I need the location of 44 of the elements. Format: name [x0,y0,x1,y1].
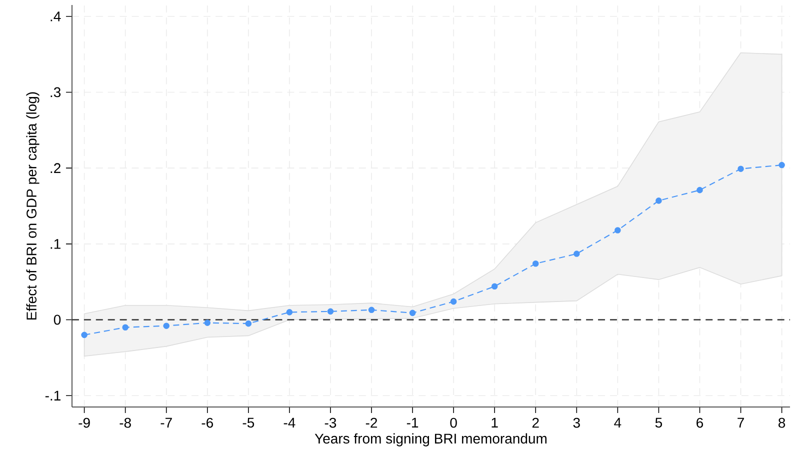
point [286,309,293,316]
point [204,320,211,326]
x-tick-label: 1 [492,418,498,428]
point [696,186,703,194]
x-tick-label: -5 [242,418,254,428]
x-tick-label: -6 [202,418,214,428]
x-tick-label: 3 [573,418,580,428]
point [656,198,662,204]
x-tick-label: -2 [366,418,378,428]
x-tick-label: -7 [160,418,172,428]
y-tick-label: .4 [50,12,61,22]
y-tick-label: .1 [50,239,60,249]
point [614,227,621,234]
x-tick-label: 6 [696,418,704,428]
y-tick-label: .2 [50,163,60,173]
x-tick-label: 5 [655,418,662,428]
x-tick-label: -1 [406,418,418,428]
x-tick-label: -9 [78,418,90,428]
x-tick-label: -8 [120,418,131,428]
y-tick-label: 0 [54,314,61,325]
point [738,166,744,172]
x-tick-label: 8 [778,418,786,428]
point [409,310,416,316]
point [574,250,580,257]
y-tick-label: .3 [50,87,61,98]
x-tick-label: 0 [450,418,457,428]
point [81,332,88,338]
y-axis-title: Effect of BRI on GDP per capita (log) [26,92,40,320]
point [491,283,498,290]
point [245,320,252,327]
point [122,324,128,330]
x-tick-label: -3 [324,418,336,428]
point [163,322,170,329]
x-tick-label: -4 [284,418,296,428]
x-tick-label: 2 [532,418,539,428]
point [450,298,457,305]
x-axis-title: Years from signing BRI memorandum [314,433,546,446]
point [327,308,334,315]
point [532,260,539,267]
y-tick-label: -.1 [45,390,60,400]
x-tick-label: 4 [614,418,622,428]
point [368,306,375,314]
x-tick-label: 7 [738,418,744,428]
point [778,162,785,168]
